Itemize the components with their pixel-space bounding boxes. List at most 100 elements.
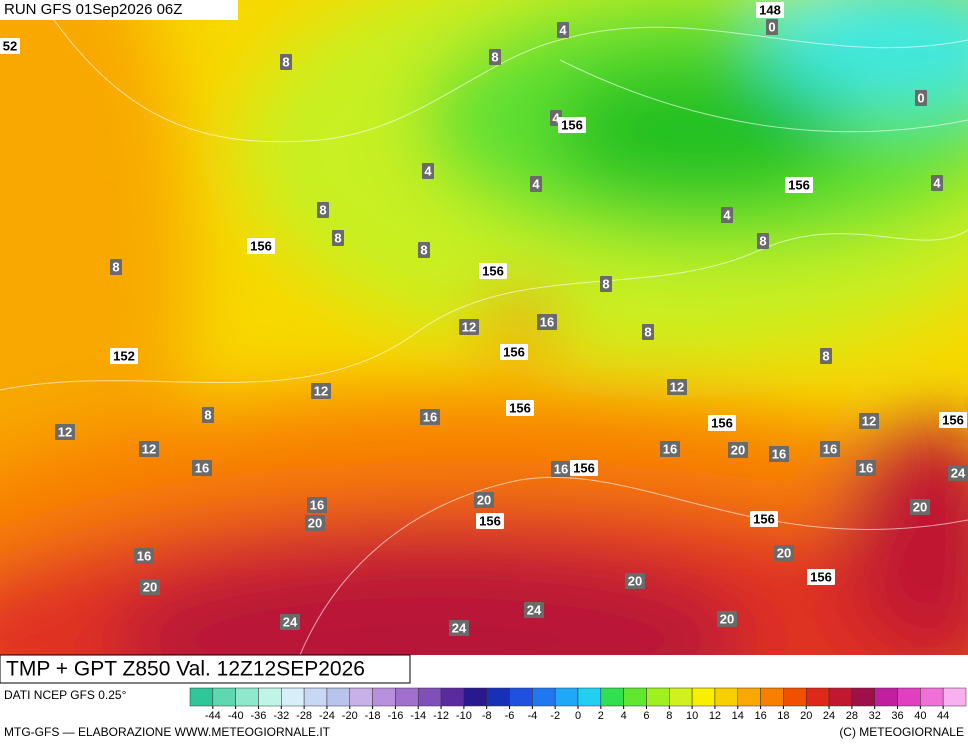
colorbar-tick-label: 4 (621, 710, 627, 722)
colorbar-swatch (440, 687, 465, 707)
geopotential-label: 156 (810, 569, 832, 584)
colorbar-tick-label: -6 (505, 710, 515, 722)
colorbar-swatch (258, 687, 282, 707)
temperature-label: 20 (731, 442, 745, 457)
temperature-label-box (422, 163, 434, 179)
colorbar-tick-label: -28 (296, 710, 312, 722)
temperature-label: 8 (759, 233, 766, 248)
temperature-label-box (660, 441, 680, 457)
colorbar-swatch (783, 687, 807, 707)
colorbar-tick-label: 24 (823, 710, 835, 722)
colorbar-swatch (851, 687, 875, 707)
copyright: (C) METEOGIORNALE (839, 725, 964, 739)
colorbar: -44 -40 -36 -32 -28 -24 -20 -18 -16 -14 -12 -10 -8 -6… (189, 687, 967, 722)
colorbar-swatch (714, 687, 739, 707)
temperature-label-box (915, 90, 927, 106)
temperature-label-box (820, 348, 832, 364)
temperature-label-box (600, 276, 612, 292)
temperature-label: 8 (822, 348, 829, 363)
temperature-label: 12 (670, 379, 684, 394)
temperature-label-box (192, 460, 212, 476)
colorbar-swatch (509, 687, 533, 707)
geopotential-label: 156 (753, 511, 775, 526)
temperature-label: 16 (423, 409, 437, 424)
colorbar-swatch (577, 687, 602, 707)
colorbar-tick-label: -4 (527, 710, 537, 722)
geopotential-label: 156 (711, 415, 733, 430)
colorbar-swatch (760, 687, 784, 707)
temperature-label: 12 (142, 441, 156, 456)
colorbar-swatch (554, 687, 579, 707)
temperature-label: 20 (913, 499, 927, 514)
temperature-label: 16 (137, 548, 151, 563)
colorbar-swatch (920, 687, 944, 707)
temperature-label: 20 (477, 492, 491, 507)
source: DATI NCEP GFS 0.25° (4, 688, 127, 702)
geopotential-label-box (110, 348, 138, 364)
geopotential-label: 156 (482, 263, 504, 278)
temperature-label-box (202, 407, 214, 423)
colorbar-swatch (623, 687, 647, 707)
temperature-label-box (139, 441, 159, 457)
temperature-label: 4 (532, 176, 540, 191)
temperature-label: 24 (283, 614, 298, 629)
temperature-label-box (307, 497, 327, 513)
temperature-label: 8 (602, 276, 609, 291)
temperature-label: 8 (491, 49, 498, 64)
temperature-label: 16 (663, 441, 677, 456)
colorbar-tick-label: -20 (342, 710, 358, 722)
temperature-label: 16 (310, 497, 324, 512)
geopotential-label-box (500, 344, 528, 360)
colorbar-swatch (349, 687, 373, 707)
temperature-label-box (820, 441, 840, 457)
colorbar-tick-label: -10 (456, 710, 472, 722)
colorbar-swatch (805, 687, 830, 707)
map-title: TMP + GPT Z850 Val. 12Z12SEP2026 (6, 658, 365, 681)
colorbar-tick-label: 20 (800, 710, 812, 722)
colorbar-tick-label: 0 (575, 710, 581, 722)
temperature-label-box (55, 424, 75, 440)
temperature-label: 4 (552, 110, 560, 125)
temperature-label-box (757, 233, 769, 249)
colorbar-tick-label: 16 (754, 710, 766, 722)
geopotential-label-box (476, 513, 504, 529)
temperature-label: 12 (862, 413, 876, 428)
geopotential-label: 156 (479, 513, 501, 528)
temperature-label-box (948, 465, 968, 481)
colorbar-swatch (372, 687, 396, 707)
colorbar-swatch (646, 687, 670, 707)
temperature-label: 12 (314, 383, 328, 398)
temperature-label-box (551, 461, 571, 477)
colorbar-tick-label: 2 (598, 710, 604, 722)
colorbar-tick-label: -44 (205, 710, 221, 722)
temperature-label-box (859, 413, 879, 429)
temperature-label: 16 (195, 460, 209, 475)
colorbar-swatch (897, 687, 921, 707)
colorbar-swatch (828, 687, 853, 707)
temperature-label: 24 (527, 602, 542, 617)
colorbar-tick-label: 6 (643, 710, 649, 722)
geopotential-label-box (939, 412, 967, 428)
geopotential-label: 156 (942, 412, 964, 427)
temperature-label: 8 (282, 54, 289, 69)
colorbar-tick-label: -12 (433, 710, 449, 722)
temperature-label: 4 (424, 163, 432, 178)
geopotential-label-box (785, 177, 813, 193)
temperature-label: 4 (723, 207, 731, 222)
temperature-label-box (134, 548, 154, 564)
temperature-label-box (856, 460, 876, 476)
temperature-label-box (717, 611, 737, 627)
geopotential-label: 156 (561, 117, 583, 132)
colorbar-swatch (189, 687, 214, 707)
geopotential-label: 152 (113, 348, 135, 363)
colorbar-swatch (942, 687, 967, 707)
geopotential-label-box (247, 238, 275, 254)
temperature-label: 20 (720, 611, 734, 626)
colorbar-swatch (326, 687, 351, 707)
colorbar-tick-label: 8 (666, 710, 672, 722)
temperature-label: 8 (204, 407, 211, 422)
colorbar-swatch (395, 687, 419, 707)
colorbar-tick-label: -40 (228, 710, 244, 722)
